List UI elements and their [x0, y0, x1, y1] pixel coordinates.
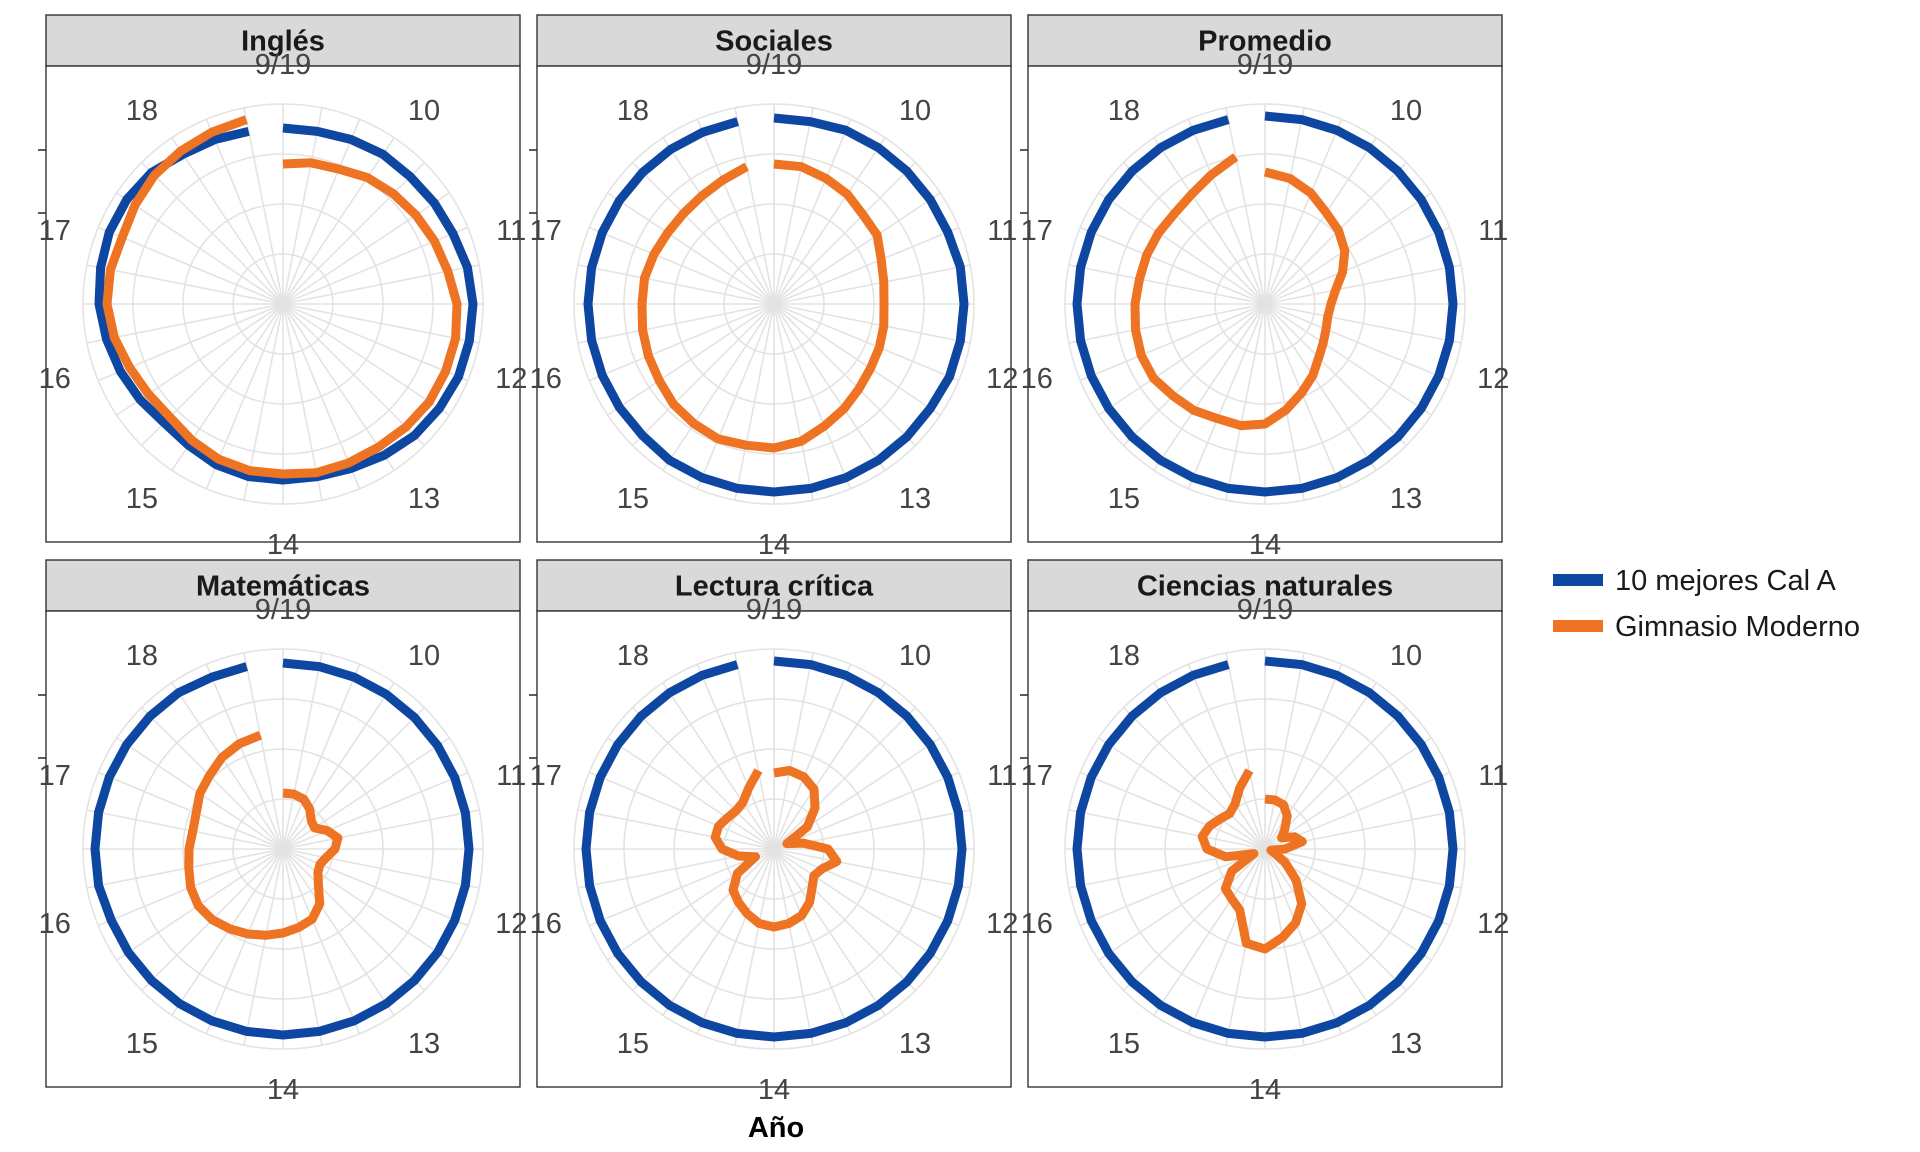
angular-tick-label: 12 — [1477, 363, 1509, 395]
angular-tick-label: 16 — [39, 908, 71, 940]
angular-tick-label: 10 — [899, 95, 931, 127]
panel-ingles: Inglés9/19101112131415161718 — [38, 15, 527, 561]
angular-tick-label: 18 — [126, 95, 158, 127]
angular-tick-label: 9/19 — [1237, 594, 1293, 626]
angular-tick-label: 16 — [530, 363, 562, 395]
angular-tick-label: 9/19 — [255, 49, 311, 81]
angular-tick-label: 13 — [408, 483, 440, 515]
angular-tick-label: 15 — [617, 483, 649, 515]
angular-tick-label: 10 — [1390, 95, 1422, 127]
angular-tick-label: 9/19 — [1237, 49, 1293, 81]
angular-tick-label: 12 — [986, 908, 1018, 940]
angular-tick-label: 18 — [617, 95, 649, 127]
angular-tick-label: 13 — [1390, 1028, 1422, 1060]
angular-tick-label: 16 — [39, 363, 71, 395]
angular-tick-label: 12 — [495, 908, 527, 940]
angular-tick-label: 9/19 — [746, 594, 802, 626]
angular-tick-label: 18 — [617, 640, 649, 672]
legend-swatch — [1553, 620, 1603, 632]
angular-tick-label: 14 — [758, 529, 790, 561]
angular-tick-label: 15 — [617, 1028, 649, 1060]
angular-tick-label: 18 — [1108, 95, 1140, 127]
legend-label: 10 mejores Cal A — [1615, 565, 1836, 597]
panel-matematicas: Matemáticas9/19101112131415161718 — [38, 560, 527, 1106]
legend: 10 mejores Cal A Gimnasio Moderno — [1553, 565, 1860, 643]
angular-tick-label: 13 — [899, 483, 931, 515]
angular-tick-label: 13 — [408, 1028, 440, 1060]
angular-tick-label: 13 — [1390, 483, 1422, 515]
angular-tick-label: 16 — [530, 908, 562, 940]
angular-tick-label: 9/19 — [255, 594, 311, 626]
angular-tick-label: 15 — [126, 1028, 158, 1060]
angular-tick-label: 14 — [1249, 1074, 1281, 1106]
angular-tick-label: 11 — [987, 215, 1017, 247]
angular-tick-label: 18 — [126, 640, 158, 672]
angular-tick-label: 14 — [1249, 529, 1281, 561]
angular-tick-label: 10 — [408, 640, 440, 672]
angular-tick-label: 17 — [530, 760, 562, 792]
angular-tick-label: 10 — [408, 95, 440, 127]
angular-tick-label: 11 — [496, 760, 526, 792]
angular-tick-label: 16 — [1021, 363, 1053, 395]
legend-label: Gimnasio Moderno — [1615, 611, 1860, 643]
angular-tick-label: 15 — [1108, 1028, 1140, 1060]
angular-tick-label: 12 — [986, 363, 1018, 395]
angular-tick-label: 13 — [899, 1028, 931, 1060]
panels: Inglés9/19101112131415161718Sociales9/19… — [38, 15, 1509, 1106]
angular-tick-label: 16 — [1021, 908, 1053, 940]
angular-tick-label: 9/19 — [746, 49, 802, 81]
angular-tick-label: 17 — [1021, 215, 1053, 247]
angular-tick-label: 17 — [1021, 760, 1053, 792]
panel-sociales: Sociales9/19101112131415161718 — [529, 15, 1018, 561]
angular-tick-label: 17 — [39, 760, 71, 792]
angular-tick-label: 17 — [39, 215, 71, 247]
angular-tick-label: 15 — [126, 483, 158, 515]
angular-tick-label: 14 — [758, 1074, 790, 1106]
angular-tick-label: 18 — [1108, 640, 1140, 672]
angular-tick-label: 10 — [1390, 640, 1422, 672]
angular-tick-label: 12 — [495, 363, 527, 395]
angular-tick-label: 11 — [1478, 215, 1508, 247]
angular-tick-label: 11 — [987, 760, 1017, 792]
x-axis-label: Año — [748, 1112, 804, 1144]
angular-tick-label: 11 — [496, 215, 526, 247]
angular-tick-label: 10 — [899, 640, 931, 672]
legend-swatch — [1553, 574, 1603, 586]
angular-tick-label: 12 — [1477, 908, 1509, 940]
angular-tick-label: 11 — [1478, 760, 1508, 792]
angular-tick-label: 15 — [1108, 483, 1140, 515]
angular-tick-label: 17 — [530, 215, 562, 247]
angular-tick-label: 14 — [267, 1074, 299, 1106]
angular-tick-label: 14 — [267, 529, 299, 561]
